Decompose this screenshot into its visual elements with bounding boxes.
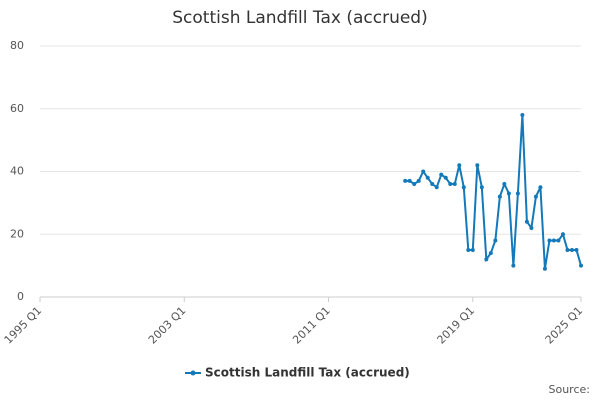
- x-tick-label: 2011 Q1: [290, 304, 333, 347]
- data-point: [497, 194, 502, 199]
- data-point: [520, 113, 525, 118]
- data-point: [452, 182, 457, 187]
- data-point: [407, 178, 412, 183]
- data-point: [551, 238, 556, 243]
- data-point: [425, 175, 430, 180]
- data-point: [488, 251, 493, 256]
- y-tick-label: 60: [10, 102, 24, 115]
- data-point: [515, 191, 520, 196]
- data-point: [475, 163, 480, 168]
- data-point: [439, 172, 444, 177]
- data-point: [466, 247, 471, 252]
- data-point: [470, 247, 475, 252]
- data-point: [538, 185, 543, 190]
- legend-symbol: [190, 370, 196, 376]
- data-point: [416, 178, 421, 183]
- data-point: [493, 238, 498, 243]
- data-point: [448, 182, 453, 187]
- data-point: [511, 263, 516, 268]
- chart-title: Scottish Landfill Tax (accrued): [172, 8, 427, 28]
- data-point: [529, 225, 534, 230]
- data-point: [556, 238, 561, 243]
- data-point: [479, 185, 484, 190]
- data-point: [430, 182, 435, 187]
- x-tick-label: 2019 Q1: [435, 304, 478, 347]
- x-tick-label: 2003 Q1: [146, 304, 189, 347]
- y-tick-label: 80: [10, 39, 24, 52]
- data-point: [506, 191, 511, 196]
- data-point: [569, 247, 574, 252]
- data-point: [457, 163, 462, 168]
- data-point: [443, 175, 448, 180]
- y-tick-label: 0: [17, 290, 24, 303]
- x-tick-label: 1995 Q1: [2, 304, 45, 347]
- data-point: [542, 266, 547, 271]
- series-line: [405, 114, 582, 269]
- data-point: [565, 247, 570, 252]
- data-point: [412, 182, 417, 187]
- source: Source:: [549, 383, 591, 396]
- data-point: [547, 238, 552, 243]
- data-point: [524, 219, 529, 224]
- data-point: [484, 257, 489, 262]
- x-tick-label: 2025 Q1: [543, 304, 586, 347]
- data-point: [574, 247, 579, 252]
- data-point: [533, 194, 538, 199]
- y-tick-label: 40: [10, 165, 24, 178]
- data-point: [434, 185, 439, 190]
- data-point: [421, 169, 426, 174]
- data-point: [461, 185, 466, 190]
- y-tick-label: 20: [10, 227, 24, 240]
- data-point: [502, 182, 507, 187]
- data-point: [579, 263, 583, 268]
- data-point: [403, 178, 408, 183]
- data-point: [560, 232, 565, 237]
- legend-label: Scottish Landfill Tax (accrued): [205, 366, 410, 380]
